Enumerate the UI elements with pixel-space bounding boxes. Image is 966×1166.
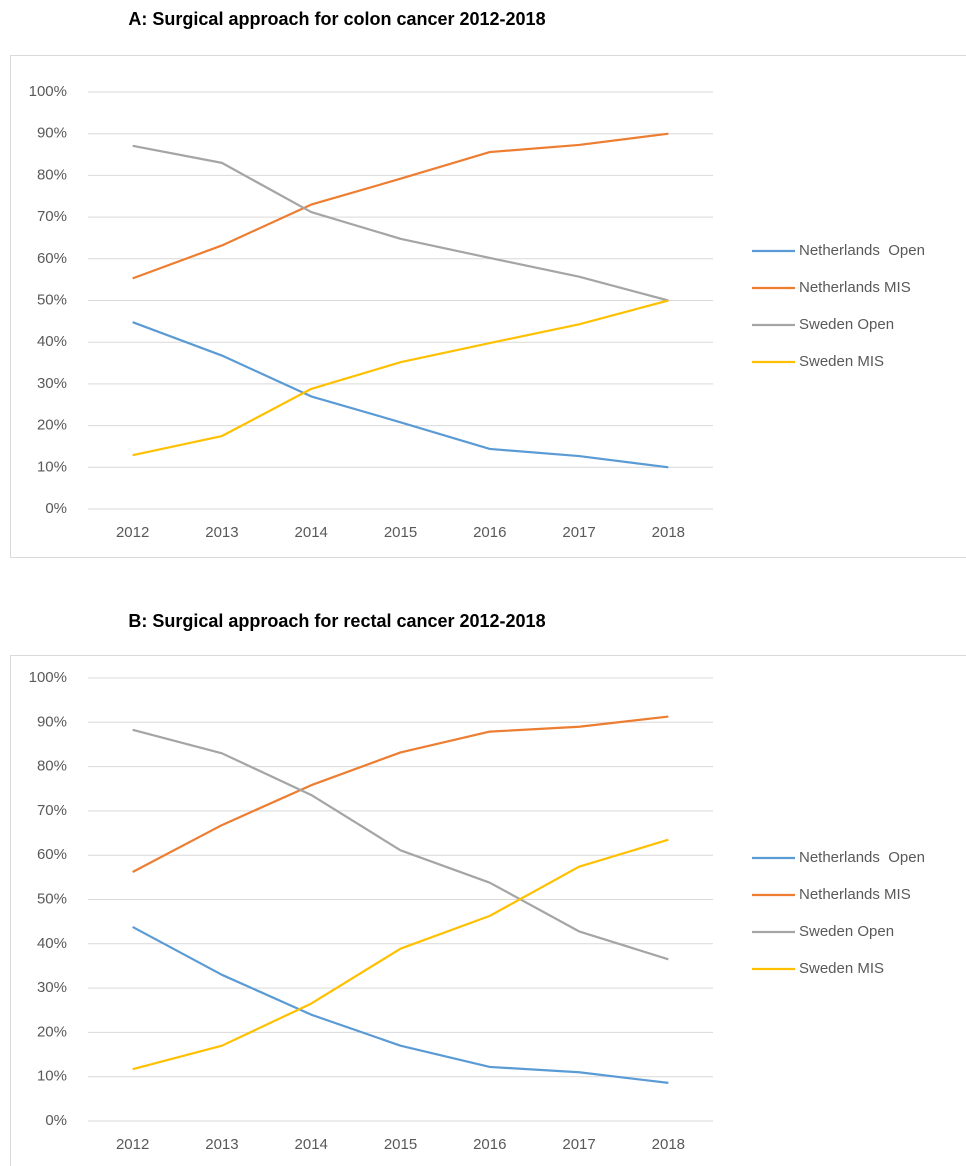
x-tick-label: 2015 (384, 1136, 417, 1153)
y-tick-label: 60% (37, 250, 67, 267)
x-tick-label: 2016 (473, 524, 506, 541)
y-tick-label: 30% (37, 979, 67, 996)
x-tick-label: 2014 (295, 1136, 328, 1153)
y-tick-label: 20% (37, 417, 67, 434)
legend-label: Netherlands MIS (799, 886, 911, 903)
x-tick-label: 2016 (473, 1136, 506, 1153)
series-line (132, 728, 669, 961)
x-tick-label: 2017 (562, 1136, 595, 1153)
y-tick-label: 80% (37, 758, 67, 775)
series-line (132, 144, 669, 302)
x-tick-label: 2013 (205, 1136, 238, 1153)
x-tick-label: 2017 (562, 524, 595, 541)
x-tick-label: 2018 (652, 524, 685, 541)
y-tick-label: 90% (37, 713, 67, 730)
y-tick-label: 0% (45, 1112, 67, 1129)
legend-label: Netherlands MIS (799, 279, 911, 296)
chart-title: B: Surgical approach for rectal cancer 2… (128, 611, 545, 631)
series-line (132, 132, 669, 280)
y-tick-label: 0% (45, 500, 67, 517)
y-tick-label: 100% (29, 83, 67, 100)
y-tick-label: 10% (37, 458, 67, 475)
x-tick-label: 2018 (652, 1136, 685, 1153)
y-tick-label: 20% (37, 1023, 67, 1040)
legend-label: Sweden Open (799, 316, 894, 333)
y-tick-label: 40% (37, 333, 67, 350)
x-tick-label: 2012 (116, 1136, 149, 1153)
x-tick-label: 2013 (205, 524, 238, 541)
y-tick-label: 100% (29, 669, 67, 686)
y-tick-label: 30% (37, 375, 67, 392)
y-tick-label: 80% (37, 166, 67, 183)
legend-label: Netherlands Open (799, 242, 925, 259)
y-tick-label: 50% (37, 890, 67, 907)
y-tick-label: 60% (37, 846, 67, 863)
series-line (132, 838, 669, 1071)
series-line (132, 299, 669, 457)
chart-title: A: Surgical approach for colon cancer 20… (128, 9, 545, 29)
chart-frame (10, 655, 966, 1166)
series-line (132, 715, 669, 874)
x-tick-label: 2014 (295, 524, 328, 541)
legend-label: Sweden Open (799, 923, 894, 940)
legend-label: Sweden MIS (799, 353, 884, 370)
legend-label: Netherlands Open (799, 849, 925, 866)
x-tick-label: 2012 (116, 524, 149, 541)
series-line (132, 925, 669, 1084)
y-tick-label: 10% (37, 1068, 67, 1085)
y-tick-label: 40% (37, 935, 67, 952)
chart-frame (10, 55, 966, 558)
legend-label: Sweden MIS (799, 960, 884, 977)
y-tick-label: 90% (37, 125, 67, 142)
y-tick-label: 50% (37, 291, 67, 308)
x-tick-label: 2015 (384, 524, 417, 541)
series-line (132, 321, 669, 469)
y-tick-label: 70% (37, 208, 67, 225)
y-tick-label: 70% (37, 802, 67, 819)
